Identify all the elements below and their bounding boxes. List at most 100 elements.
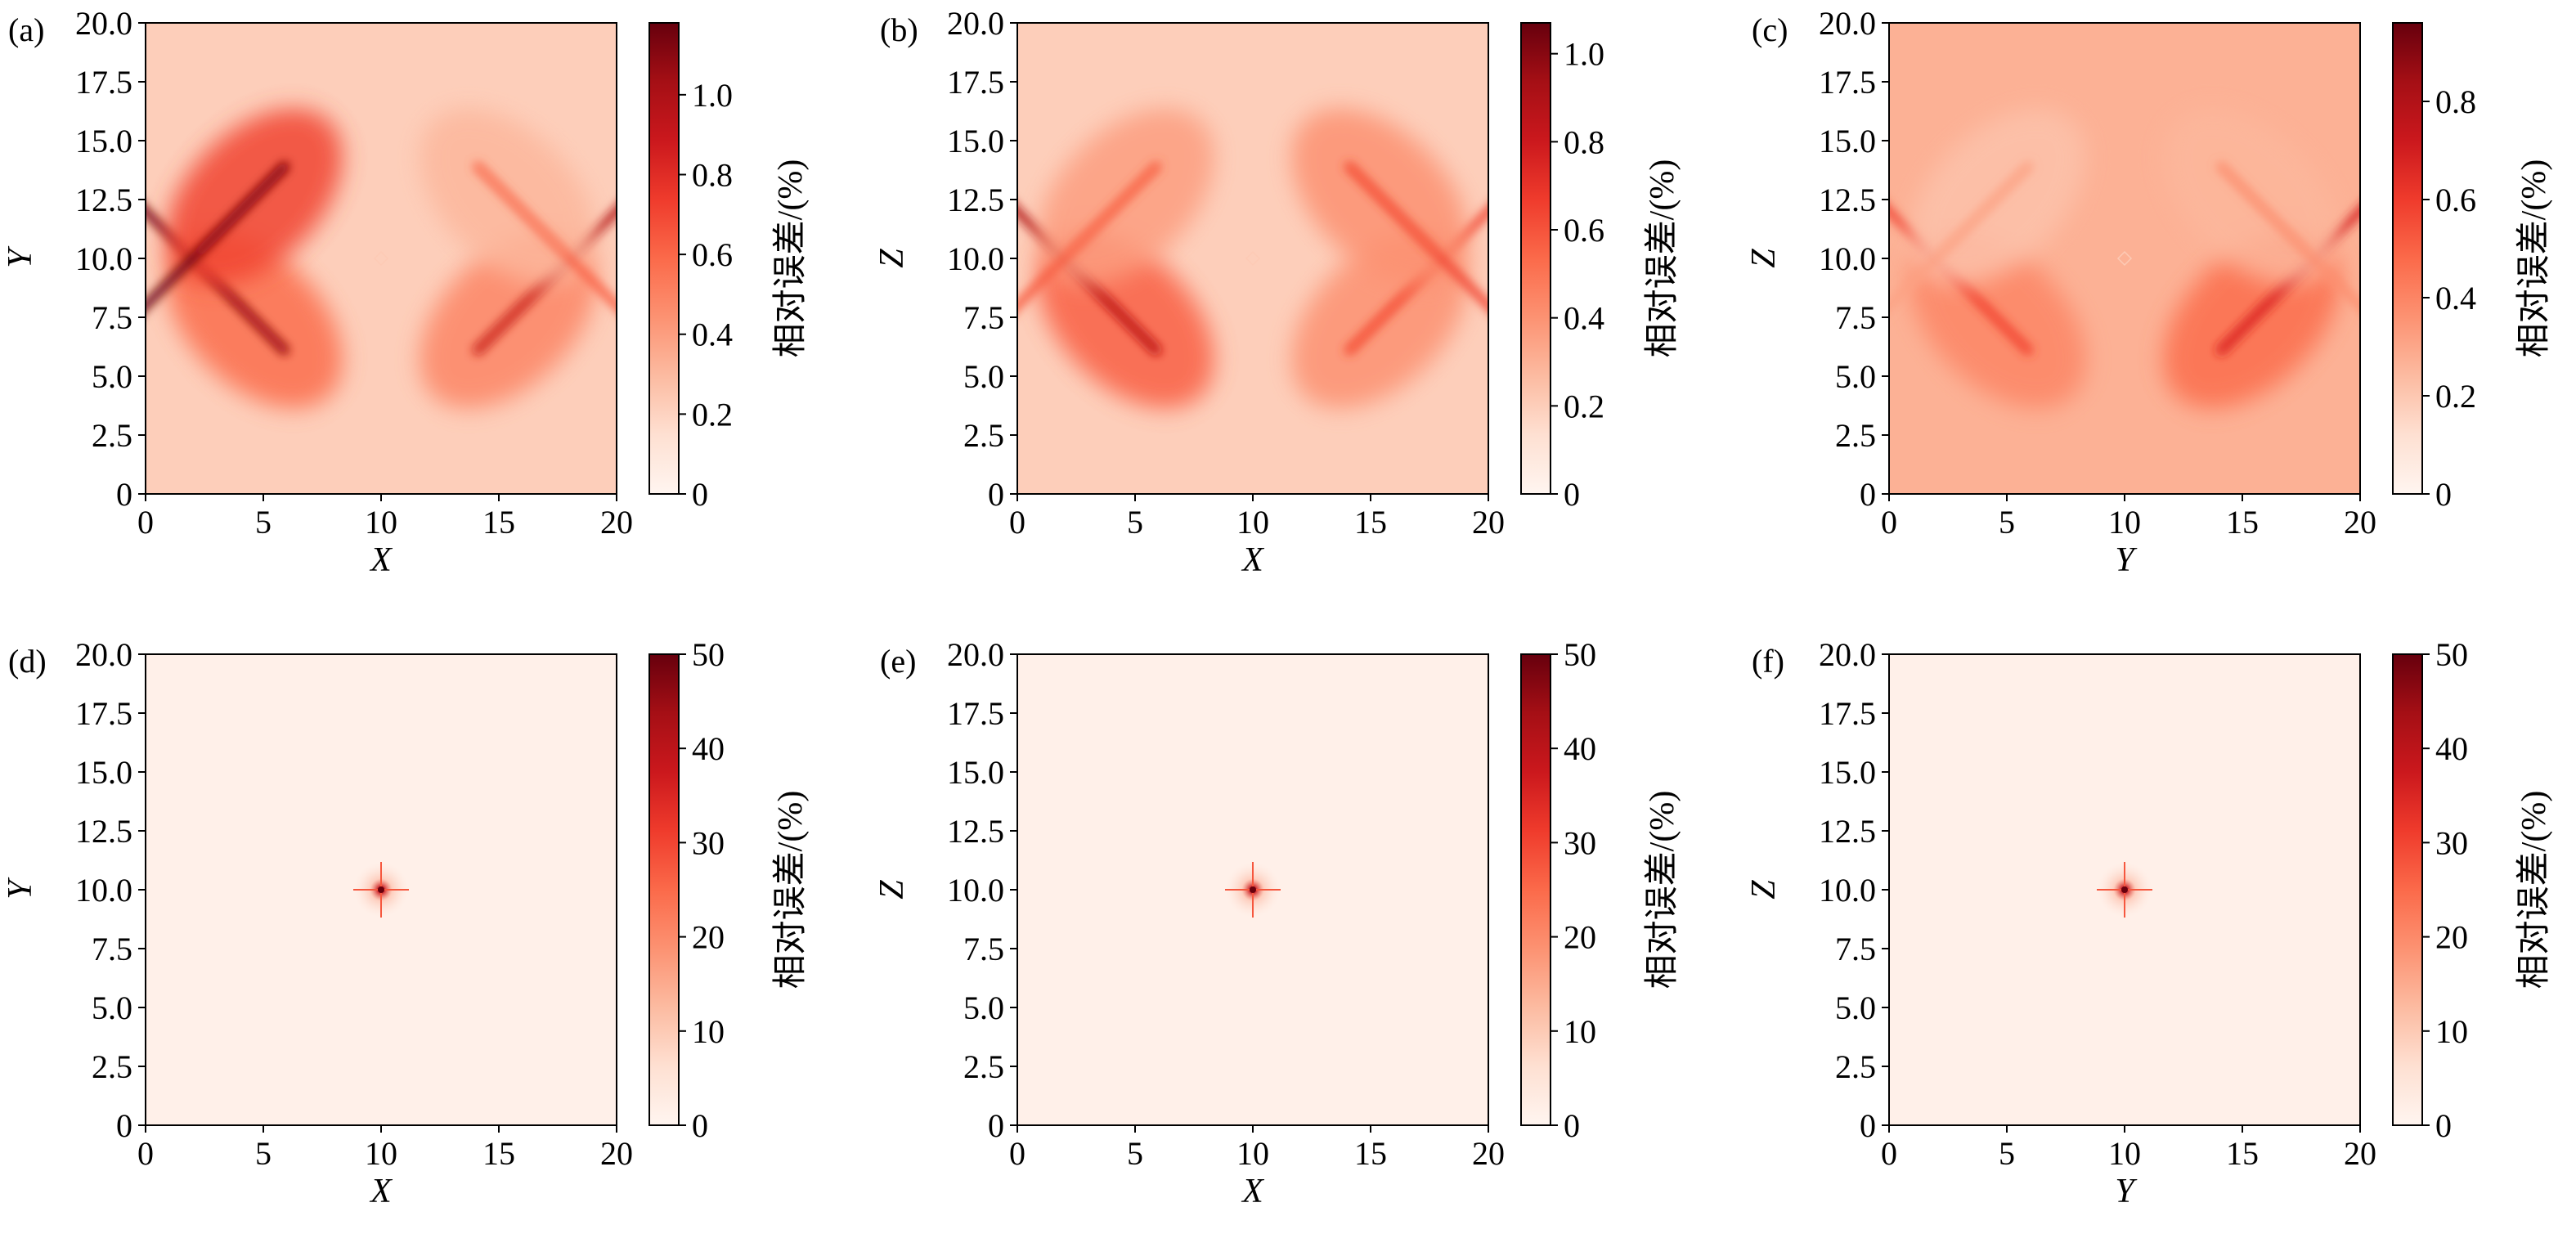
colorbar-tick-label: 0	[692, 476, 708, 513]
x-tick-label: 15	[482, 1135, 515, 1172]
y-tick-label: 20.0	[75, 5, 132, 42]
x-tick-label: 5	[255, 1135, 272, 1172]
colorbar-label: 相对误差/(%)	[1644, 791, 1681, 989]
y-tick-label: 5.0	[963, 989, 1004, 1026]
x-tick-label: 15	[482, 504, 515, 541]
y-tick-label: 10.0	[1819, 872, 1876, 909]
colorbar-tick-label: 10	[1564, 1013, 1596, 1050]
y-tick-label: 17.5	[947, 695, 1004, 732]
y-tick-label: 7.5	[1835, 931, 1876, 967]
panel-4: 0 2.5 5.0 7.5 10.0 12.5 15.0 17.5 20.0 0 5 10 15 20 X Y…	[2, 636, 810, 1210]
colorbar-tick-label: 0.4	[2435, 280, 2476, 316]
point-peak	[378, 886, 384, 893]
colorbar-tick-label: 20	[1564, 919, 1596, 956]
panel-label: (a)	[8, 11, 44, 48]
x-tick-label: 15	[2226, 1135, 2259, 1172]
y-tick-label: 12.5	[947, 813, 1004, 850]
x-tick-label: 20	[2344, 504, 2376, 541]
colorbar-label: 相对误差/(%)	[1644, 159, 1681, 358]
y-tick-label: 10.0	[1819, 240, 1876, 277]
colorbar-tick-label: 20	[2435, 919, 2468, 956]
colorbar-tick-label: 1.0	[1564, 36, 1604, 73]
y-tick-label: 5.0	[92, 358, 132, 395]
y-tick-label: 10.0	[947, 872, 1004, 909]
y-axis-label: Y	[2, 877, 39, 900]
y-tick-label: 2.5	[1835, 1048, 1876, 1085]
colorbar-tick-label: 0	[1564, 476, 1580, 513]
panel-1: 0 2.5 5.0 7.5 10.0 12.5 15.0 17.5 20.0 0 5 10 15 20 X Y…	[2, 5, 810, 579]
y-tick-label: 10.0	[947, 240, 1004, 277]
y-tick-label: 0	[1860, 476, 1876, 513]
x-tick-label: 10	[365, 1135, 397, 1172]
y-tick-label: 12.5	[1819, 813, 1876, 850]
x-tick-label: 10	[1236, 1135, 1269, 1172]
x-tick-label: 15	[1354, 1135, 1387, 1172]
colorbar-label: 相对误差/(%)	[772, 791, 810, 989]
y-tick-label: 7.5	[92, 299, 132, 336]
y-tick-label: 20.0	[75, 636, 132, 673]
x-axis-label: X	[369, 541, 393, 579]
x-tick-label: 20	[1472, 504, 1505, 541]
colorbar-tick-label: 0.2	[1564, 388, 1604, 424]
x-tick-label: 0	[137, 504, 154, 541]
y-tick-label: 2.5	[963, 1048, 1004, 1085]
colorbar-tick-label: 40	[692, 730, 725, 767]
y-tick-label: 20.0	[1819, 636, 1876, 673]
colorbar-label: 相对误差/(%)	[2515, 159, 2553, 358]
y-tick-label: 2.5	[92, 1048, 132, 1085]
y-axis-label: Z	[873, 249, 911, 268]
corner-streak-core	[1067, 163, 1160, 256]
y-tick-label: 15.0	[75, 123, 132, 159]
y-tick-label: 0	[988, 1107, 1004, 1144]
colorbar-tick-label: 0.4	[1564, 300, 1604, 337]
y-tick-label: 2.5	[92, 417, 132, 454]
colorbar-tick-label: 0.8	[692, 156, 733, 193]
x-tick-label: 5	[1127, 1135, 1143, 1172]
colorbar-tick-label: 0.2	[2435, 378, 2476, 415]
y-tick-label: 10.0	[75, 240, 132, 277]
y-tick-label: 17.5	[1819, 64, 1876, 101]
center-marker	[1245, 250, 1261, 267]
colorbar-tick-label: 0	[692, 1107, 708, 1144]
y-tick-label: 20.0	[947, 636, 1004, 673]
colorbar-tick-label: 0.2	[692, 396, 733, 433]
colorbar	[648, 653, 680, 1126]
colorbar	[1520, 22, 1551, 495]
heatmap-field	[146, 654, 617, 1125]
colorbar-tick-label: 0	[2435, 476, 2452, 513]
y-tick-label: 0	[116, 1107, 132, 1144]
panel-6: 0 2.5 5.0 7.5 10.0 12.5 15.0 17.5 20.0 0 5 10 15 20 Y Z…	[1745, 636, 2553, 1210]
y-tick-label: 7.5	[963, 931, 1004, 967]
colorbar-tick-label: 50	[692, 636, 725, 673]
y-tick-label: 17.5	[75, 64, 132, 101]
heatmap-field	[1017, 654, 1488, 1125]
y-axis-label: Y	[2, 245, 39, 268]
colorbar-tick-label: 40	[2435, 730, 2468, 767]
x-tick-label: 20	[1472, 1135, 1505, 1172]
y-axis-label: Z	[873, 880, 911, 900]
corner-streak-core	[1939, 163, 2032, 256]
y-tick-label: 12.5	[947, 182, 1004, 218]
x-tick-label: 0	[1009, 1135, 1025, 1172]
colorbar-tick-label: 30	[2435, 824, 2468, 861]
y-tick-label: 5.0	[1835, 358, 1876, 395]
y-tick-label: 12.5	[75, 813, 132, 850]
colorbar-tick-label: 0	[2435, 1107, 2452, 1144]
y-tick-label: 0	[1860, 1107, 1876, 1144]
center-marker	[373, 250, 389, 267]
x-axis-label: Y	[2115, 541, 2138, 579]
colorbar-tick-label: 0.8	[2435, 83, 2476, 120]
y-tick-label: 17.5	[947, 64, 1004, 101]
y-tick-label: 5.0	[963, 358, 1004, 395]
x-axis-label: X	[1241, 541, 1265, 579]
x-axis-label: X	[1241, 1173, 1265, 1210]
y-tick-label: 15.0	[1819, 123, 1876, 159]
x-tick-label: 5	[255, 504, 272, 541]
y-tick-label: 12.5	[75, 182, 132, 218]
y-tick-label: 0	[988, 476, 1004, 513]
colorbar-tick-label: 0.6	[692, 236, 733, 273]
point-peak	[2121, 886, 2128, 893]
x-tick-label: 0	[137, 1135, 154, 1172]
colorbar-tick-label: 40	[1564, 730, 1596, 767]
